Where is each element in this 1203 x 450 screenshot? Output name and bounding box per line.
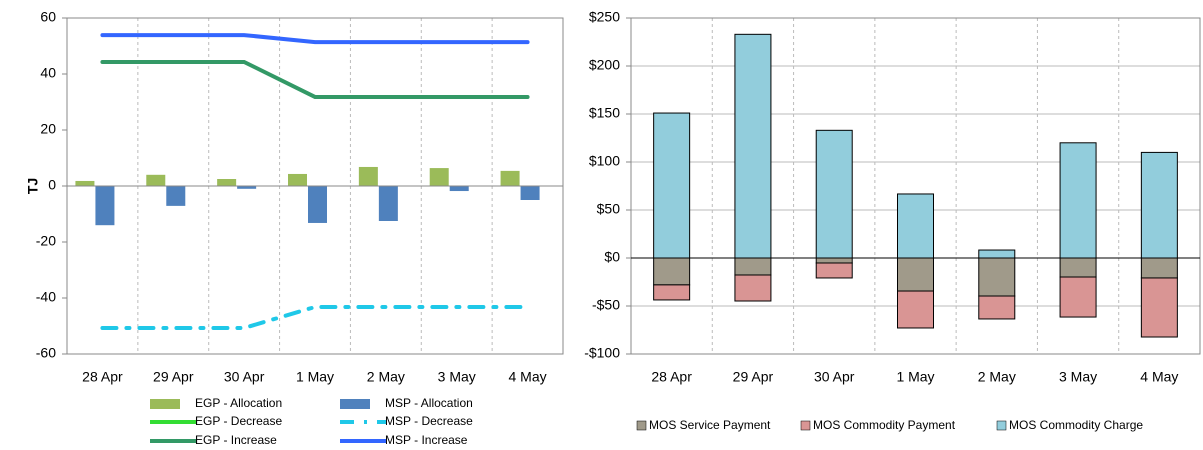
legend-swatch <box>150 399 180 409</box>
bar <box>217 179 237 186</box>
bar <box>146 174 166 186</box>
legend-label: MSP - Allocation <box>385 396 473 410</box>
bar <box>95 186 115 226</box>
y-tick-label: $200 <box>589 57 620 73</box>
bar-segment <box>734 33 772 259</box>
bar-segment <box>978 249 1016 259</box>
bar <box>378 186 398 221</box>
y-tick-label: 40 <box>40 65 56 81</box>
y-tick-label: $50 <box>597 201 621 217</box>
bar <box>500 170 520 186</box>
y-axis-label: TJ <box>25 178 41 194</box>
legend-label: EGP - Decrease <box>195 414 282 428</box>
bar-segment <box>653 257 691 286</box>
x-tick-label: 1 May <box>896 369 934 385</box>
legend-label: MOS Commodity Charge <box>1009 418 1143 432</box>
bar-segment <box>815 129 853 259</box>
x-tick-label: 2 May <box>367 369 405 385</box>
x-tick-label: 30 Apr <box>224 369 265 385</box>
bar <box>449 186 469 192</box>
bar-segment <box>978 257 1016 297</box>
bar-segment <box>897 257 934 292</box>
x-tick-label: 29 Apr <box>733 369 774 385</box>
x-tick-label: 4 May <box>509 369 547 385</box>
bar <box>288 173 307 186</box>
line-series <box>100 304 530 330</box>
y-tick-label: -20 <box>36 233 56 249</box>
x-tick-label: 28 Apr <box>82 369 123 385</box>
y-tick-label: 20 <box>40 121 56 137</box>
y-tick-label: -$50 <box>592 297 620 313</box>
bar <box>520 186 540 200</box>
bar-segment <box>734 274 772 302</box>
x-tick-label: 30 Apr <box>814 369 855 385</box>
y-tick-label: $0 <box>604 249 620 265</box>
y-tick-label: -40 <box>36 289 56 305</box>
bar-segment <box>734 257 772 276</box>
x-tick-label: 3 May <box>1059 369 1097 385</box>
y-tick-label: 60 <box>40 9 56 25</box>
x-tick-label: 1 May <box>296 369 334 385</box>
y-tick-label: $150 <box>589 105 620 121</box>
bar-segment <box>1140 257 1178 279</box>
legend-swatch <box>996 420 1007 431</box>
y-tick-label: $250 <box>589 9 620 25</box>
y-tick-label: -$100 <box>584 345 620 361</box>
bar <box>75 180 95 186</box>
x-tick-label: 28 Apr <box>651 369 692 385</box>
legend-label: MSP - Decrease <box>385 414 473 428</box>
y-tick-label: $100 <box>589 153 620 169</box>
bar-segment <box>897 290 934 329</box>
bar-segment <box>978 295 1016 320</box>
legend-swatch <box>340 399 370 409</box>
legend-swatch <box>636 420 647 431</box>
legend-label: EGP - Increase <box>195 433 277 447</box>
bar <box>358 166 378 186</box>
plot-frame <box>630 17 1201 355</box>
legend-label: EGP - Allocation <box>195 396 282 410</box>
legend-label: MSP - Increase <box>385 433 468 447</box>
x-tick-label: 4 May <box>1140 369 1178 385</box>
bar-segment <box>1059 142 1097 259</box>
x-tick-label: 2 May <box>978 369 1016 385</box>
legend-swatch <box>800 420 811 431</box>
bar <box>429 168 449 186</box>
x-tick-label: 3 May <box>438 369 476 385</box>
y-tick-label: 0 <box>48 177 56 193</box>
bar-segment <box>653 112 691 259</box>
bar <box>166 186 186 206</box>
bar-segment <box>1059 276 1097 318</box>
bar-segment <box>1059 257 1097 278</box>
line-series <box>100 33 530 45</box>
bar-segment <box>653 284 691 301</box>
bar-segment <box>815 262 853 279</box>
legend-label: MOS Commodity Payment <box>813 418 956 432</box>
x-tick-label: 29 Apr <box>153 369 194 385</box>
bar <box>237 186 257 189</box>
bar-segment <box>1140 277 1178 338</box>
legend-label: MOS Service Payment <box>649 418 771 432</box>
bar <box>308 186 327 223</box>
bar-segment <box>815 257 853 264</box>
y-tick-label: -60 <box>36 345 56 361</box>
bar-segment <box>1140 151 1178 259</box>
bar-segment <box>897 193 934 259</box>
line-series <box>100 59 530 99</box>
